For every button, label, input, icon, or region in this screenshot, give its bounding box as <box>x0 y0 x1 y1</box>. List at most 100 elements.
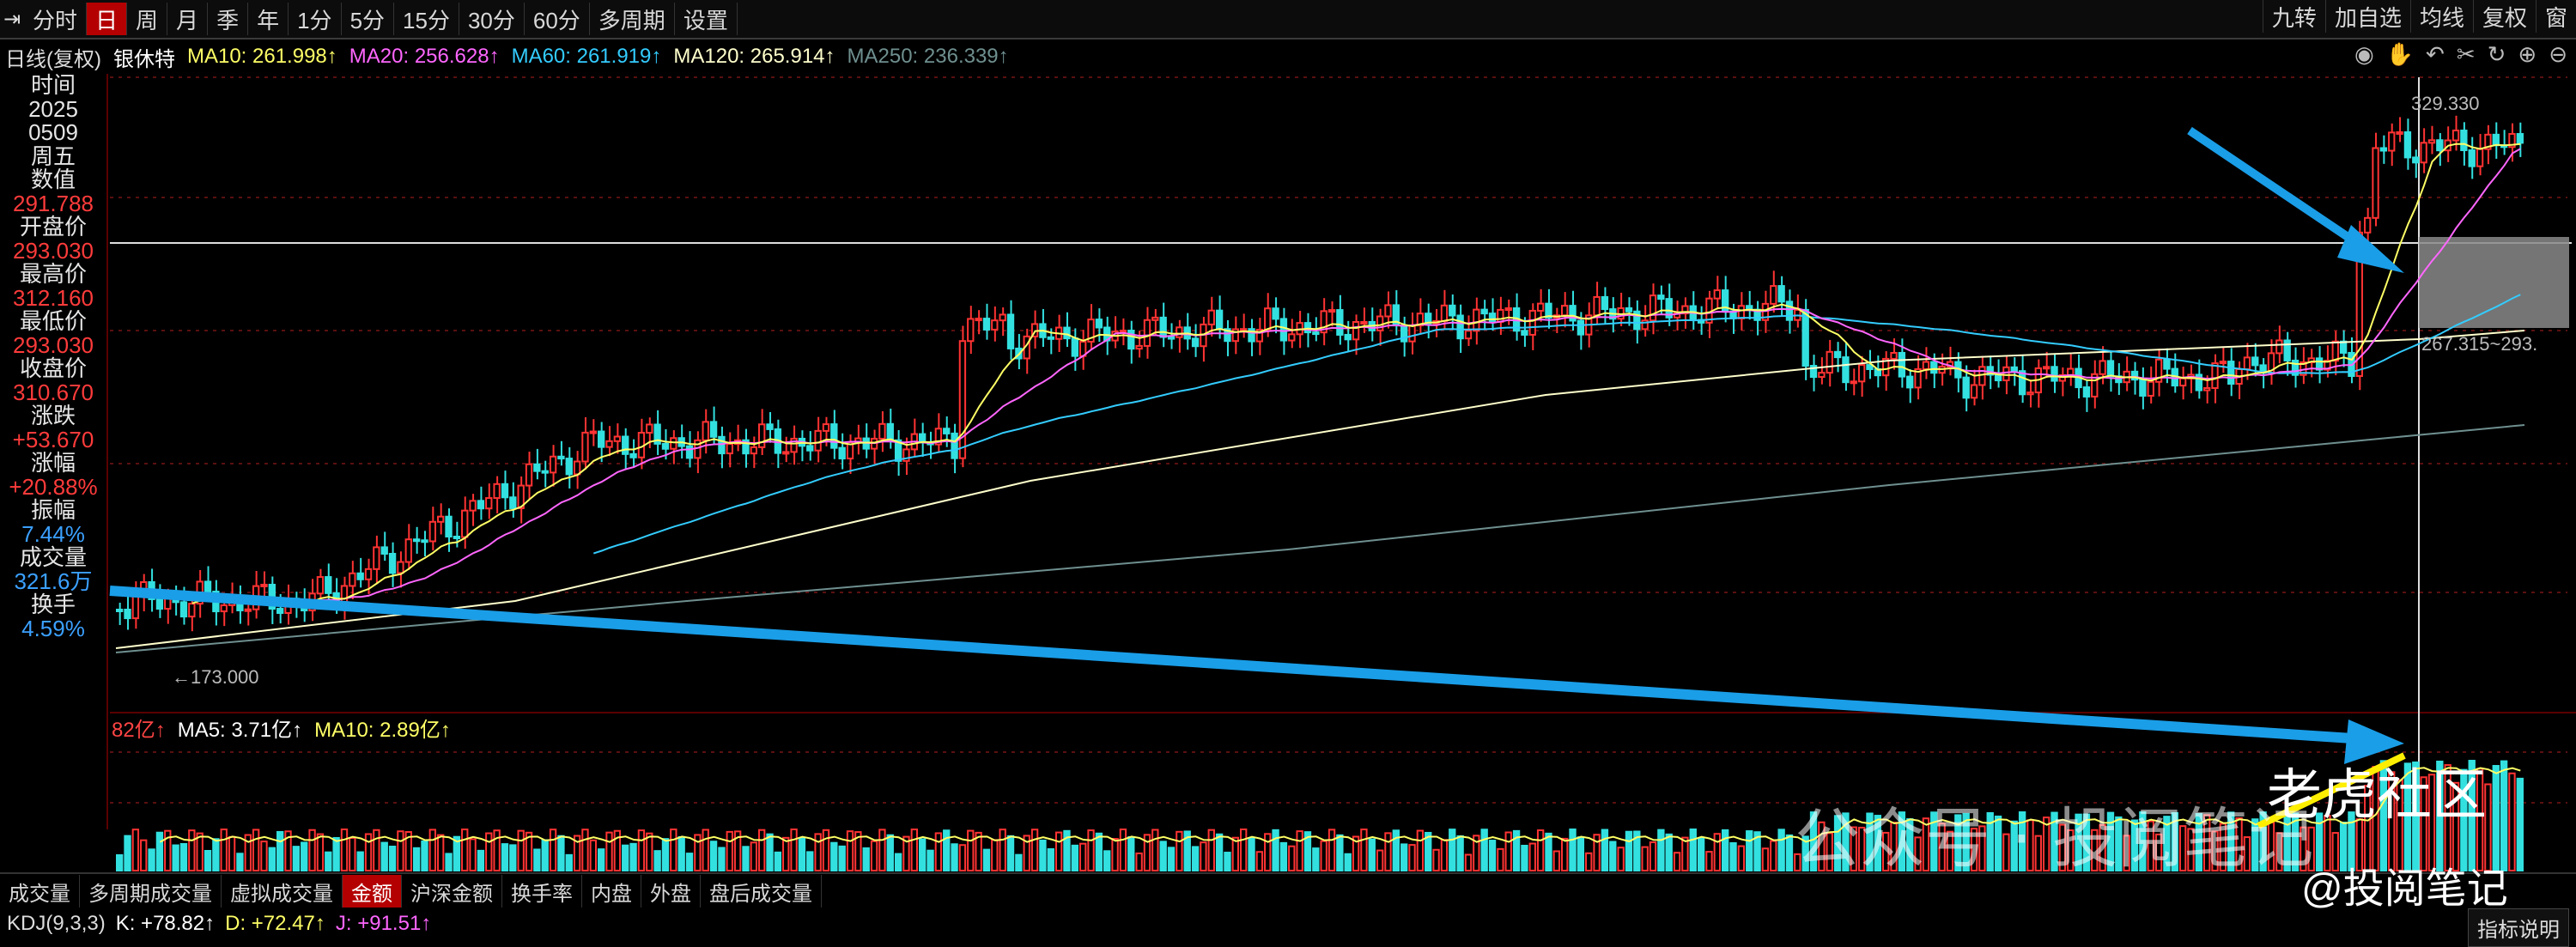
indicator-tab[interactable]: 盘后成交量 <box>701 875 822 908</box>
candle-body <box>1561 305 1569 317</box>
volume-bar <box>1577 836 1585 871</box>
candle-body <box>1440 304 1449 322</box>
period-tab[interactable]: 1分 <box>289 3 342 35</box>
top-right-button[interactable]: 复权 <box>2472 0 2536 33</box>
watermark-public-account: 公众号 · 投阅笔记 <box>1795 800 2314 877</box>
indicator-tab[interactable]: 内盘 <box>582 875 641 908</box>
volume-bar <box>2147 820 2154 871</box>
volume-bar <box>2091 829 2099 871</box>
scissors-icon[interactable]: ✂ <box>2456 41 2476 67</box>
indicator-tab[interactable]: 换手率 <box>502 875 582 908</box>
candle-body <box>1962 376 1970 399</box>
volume-bar <box>1440 839 1449 872</box>
indicator-tab[interactable]: 金额 <box>343 875 402 908</box>
volume-bar <box>2468 760 2476 872</box>
candle-body <box>806 445 814 452</box>
period-tab[interactable]: 多周期 <box>590 3 675 35</box>
candle-body <box>2339 340 2348 354</box>
candle-body <box>1898 351 1906 378</box>
candle-body <box>1167 336 1176 340</box>
volume-bar <box>653 850 661 871</box>
candle-body <box>1416 313 1425 327</box>
candle-body <box>380 546 388 555</box>
candle-body <box>1320 310 1327 334</box>
volume-bar <box>1191 846 1200 872</box>
volume-bar <box>670 829 677 872</box>
period-tab[interactable]: 季 <box>208 3 249 35</box>
candle-body <box>1207 309 1215 325</box>
volume-bar <box>349 837 356 871</box>
volume-bar <box>1408 844 1416 872</box>
undo-icon[interactable]: ↶ <box>2426 41 2445 67</box>
sidebar-row: 310.670 <box>13 379 94 405</box>
candle-body <box>565 458 573 476</box>
period-tab[interactable]: 分时 <box>24 3 88 35</box>
volume-bar <box>1617 847 1625 871</box>
indicator-explain-button[interactable]: 指标说明 <box>2468 908 2569 947</box>
volume-bar <box>557 835 565 871</box>
volume-bar <box>1850 826 1857 871</box>
period-tab[interactable]: 15分 <box>394 3 459 35</box>
indicator-tab[interactable]: 沪深金额 <box>402 875 502 908</box>
refresh-icon[interactable]: ↻ <box>2487 41 2506 67</box>
top-right-button[interactable]: 加自选 <box>2324 0 2410 33</box>
candle-body <box>1408 325 1416 343</box>
volume-bar <box>292 846 301 871</box>
candle-body <box>2203 386 2211 392</box>
candle-body <box>1143 319 1151 347</box>
candle-body <box>1970 384 1978 399</box>
eye-icon[interactable]: ◉ <box>2354 41 2374 67</box>
candle-body <box>1826 350 1833 374</box>
candle-body <box>2139 379 2147 397</box>
volume-bar <box>613 829 622 872</box>
chart-type-label: 日线(复权) <box>5 47 101 71</box>
volume-bar <box>2227 811 2235 871</box>
period-tab[interactable]: 周 <box>127 3 168 35</box>
period-tab[interactable]: 日 <box>87 3 128 35</box>
candle-body <box>1850 380 1857 385</box>
zoom-out-icon[interactable]: ⊖ <box>2549 41 2567 67</box>
volume-bar <box>982 848 991 871</box>
volume-bar <box>1279 841 1288 872</box>
hand-icon[interactable]: ✋ <box>2385 41 2415 67</box>
sidebar-row: 293.030 <box>13 237 94 264</box>
volume-bar <box>806 851 814 872</box>
period-tab[interactable]: 设置 <box>675 3 738 35</box>
volume-bar <box>2388 771 2396 871</box>
candle-body <box>388 552 397 574</box>
volume-bar <box>517 829 525 872</box>
volume-bar <box>766 833 774 871</box>
candle-body <box>179 601 188 618</box>
candle-body <box>1159 316 1167 338</box>
period-tab[interactable]: 5分 <box>342 3 395 35</box>
indicator-tab[interactable]: 虚拟成交量 <box>222 875 343 908</box>
volume-bar <box>1272 829 1279 871</box>
period-tabs: 分时日周月季年 1分 5分 15分 30分 60分 多周期 设置 <box>24 3 738 35</box>
volume-bar <box>1633 830 1641 871</box>
period-tab[interactable]: 年 <box>248 3 289 35</box>
volume-bar <box>1127 836 1135 871</box>
top-right-button[interactable]: 均线 <box>2409 0 2473 33</box>
period-tab[interactable]: 月 <box>167 3 209 35</box>
sidebar-toggle-icon[interactable]: ⇥ <box>3 7 21 31</box>
volume-bar <box>2259 811 2267 871</box>
zoom-in-icon[interactable]: ⊕ <box>2518 41 2537 67</box>
top-right-button[interactable]: 九转 <box>2262 0 2325 33</box>
volume-bar <box>1882 831 1890 872</box>
sidebar-row: 312.160 <box>13 284 94 311</box>
indicator-tab[interactable]: 成交量 <box>0 875 80 908</box>
candle-body <box>1545 302 1552 319</box>
sidebar-row: 最低价 <box>19 308 87 334</box>
volume-bar <box>155 831 164 872</box>
period-tab[interactable]: 60分 <box>525 3 590 35</box>
top-right-button[interactable]: 窗 <box>2535 0 2576 33</box>
volume-bar <box>814 833 822 872</box>
ma60-line <box>592 294 2521 555</box>
indicator-tab[interactable]: 外盘 <box>641 875 701 908</box>
indicator-tab[interactable]: 多周期成交量 <box>80 875 222 908</box>
volume-bar <box>196 832 204 872</box>
candle-body <box>1264 307 1272 331</box>
candle-body <box>549 455 557 474</box>
period-tab[interactable]: 30分 <box>459 3 525 35</box>
